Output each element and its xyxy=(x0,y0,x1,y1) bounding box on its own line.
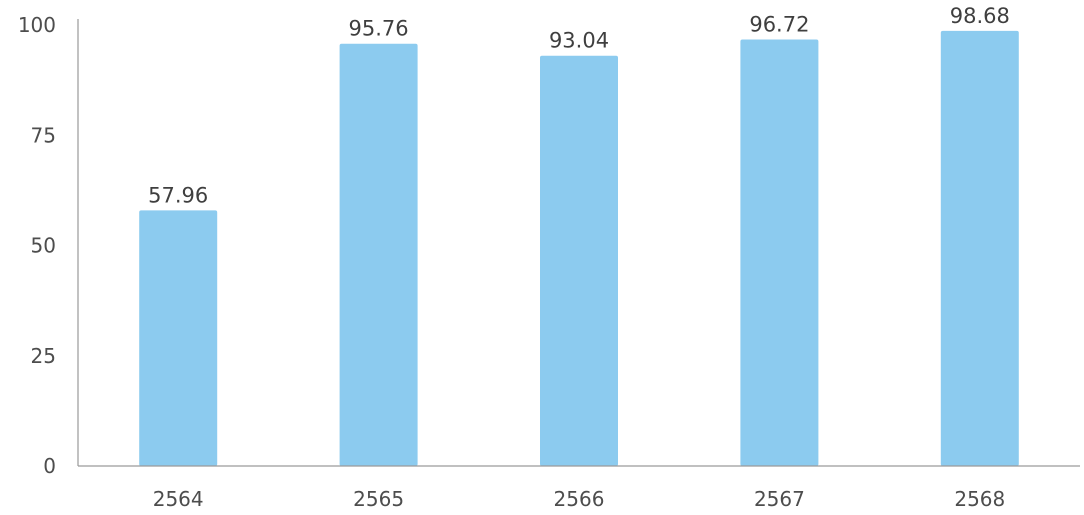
value-label-2565: 95.76 xyxy=(349,17,409,41)
bar-2564 xyxy=(139,210,218,466)
x-tick-label-2566: 2566 xyxy=(554,487,605,511)
y-tick-label: 0 xyxy=(43,454,56,478)
y-tick-label: 100 xyxy=(18,13,56,37)
y-tick-label: 25 xyxy=(31,344,56,368)
bars xyxy=(139,30,1019,467)
x-tick-label-2564: 2564 xyxy=(153,487,204,511)
y-axis: 0 25 50 75 100 xyxy=(18,13,79,478)
x-tick-label-2567: 2567 xyxy=(754,487,805,511)
bar-2565 xyxy=(339,43,418,467)
x-tick-label-2568: 2568 xyxy=(954,487,1005,511)
x-axis: 2564 2565 2566 2567 2568 xyxy=(78,465,1080,511)
bar-2567 xyxy=(740,39,819,466)
value-label-2568: 98.68 xyxy=(950,4,1010,28)
value-label-2566: 93.04 xyxy=(549,29,609,53)
value-label-2567: 96.72 xyxy=(749,12,809,36)
bar-2568 xyxy=(940,30,1019,467)
y-tick-label: 75 xyxy=(31,123,56,147)
value-labels: 57.96 95.76 93.04 96.72 98.68 xyxy=(148,4,1010,208)
value-label-2564: 57.96 xyxy=(148,183,208,207)
y-tick-label: 50 xyxy=(31,234,56,258)
bar-2566 xyxy=(540,55,618,466)
x-tick-label-2565: 2565 xyxy=(353,487,404,511)
